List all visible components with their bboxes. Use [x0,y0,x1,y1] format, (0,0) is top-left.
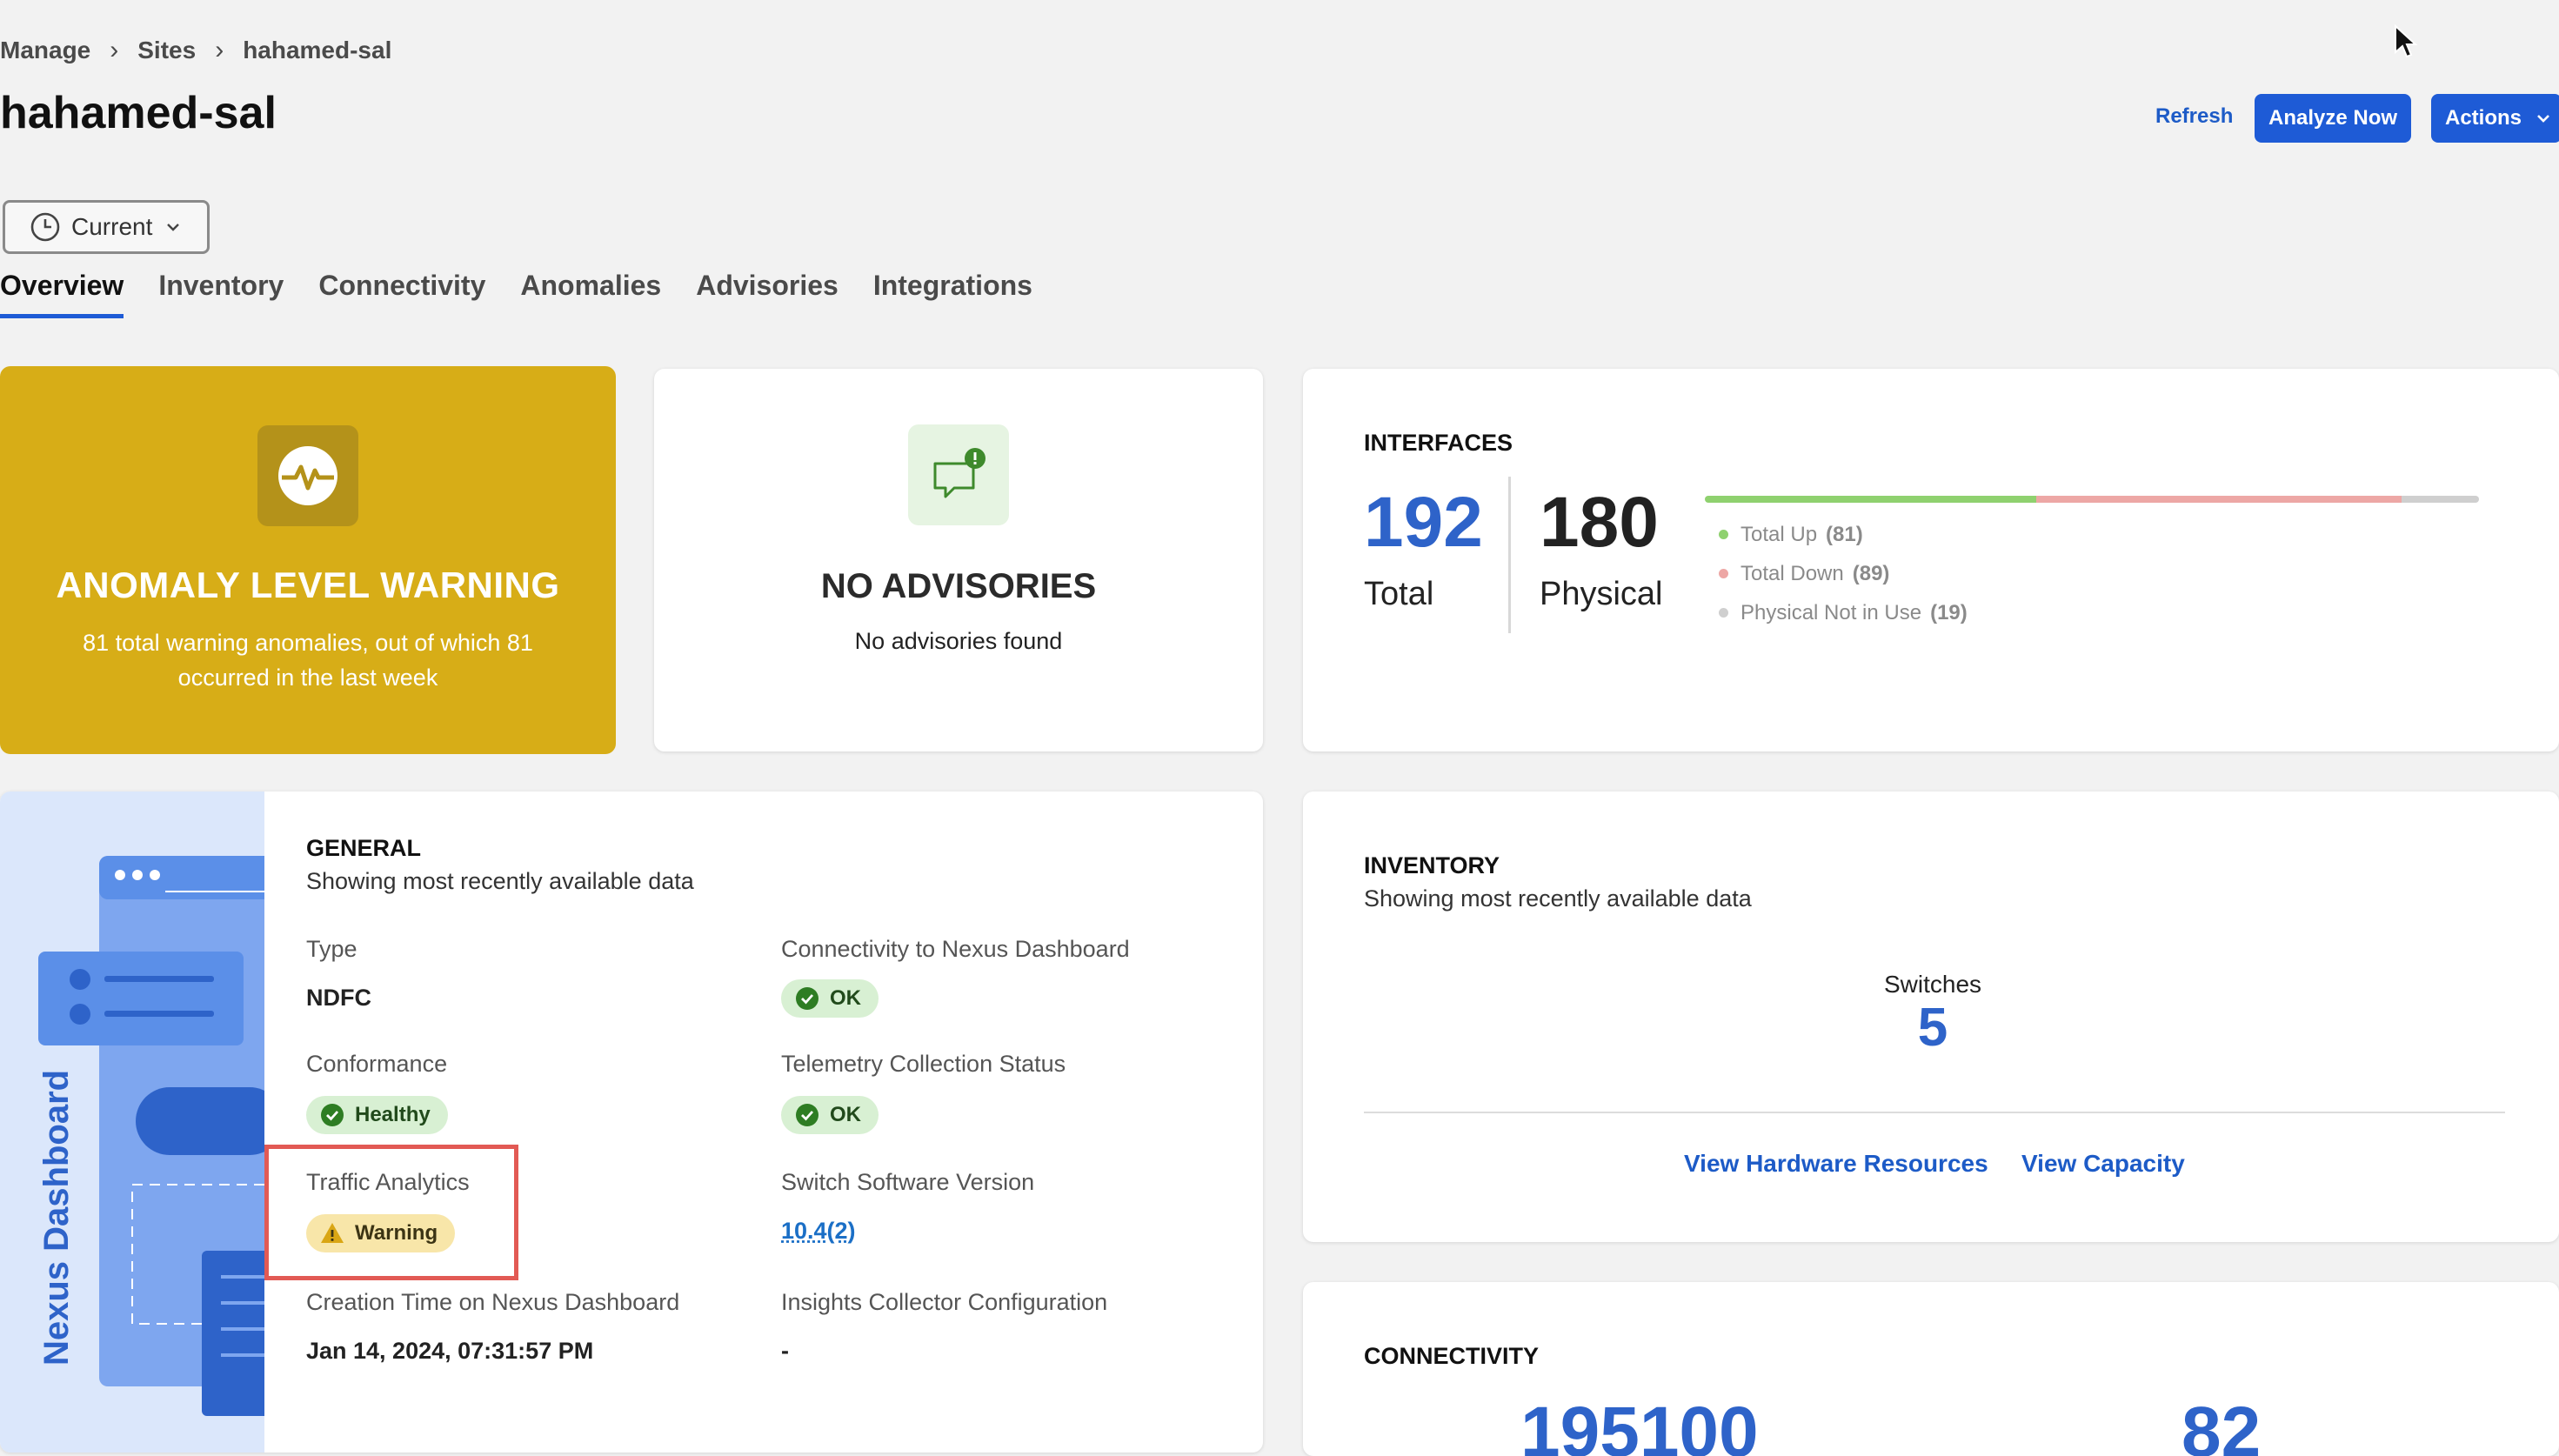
creation-time-label: Creation Time on Nexus Dashboard [306,1289,679,1316]
highlight-box [264,1145,518,1280]
bar-segment-down [2036,496,2401,503]
tab-anomalies[interactable]: Anomalies [520,270,661,318]
connectivity-card: CONNECTIVITY 195100 82 [1303,1282,2559,1456]
analyze-now-button[interactable]: Analyze Now [2255,94,2411,143]
conformance-label: Conformance [306,1051,447,1078]
telemetry-status-text: OK [830,1103,861,1127]
connectivity-title: CONNECTIVITY [1364,1343,1539,1370]
type-label: Type [306,936,357,963]
connectivity-status-text: OK [830,986,861,1011]
divider [1364,1112,2505,1113]
connectivity-label: Connectivity to Nexus Dashboard [781,936,1130,963]
type-value: NDFC [306,985,371,1012]
time-range-select[interactable]: Current [3,200,210,254]
tab-advisories[interactable]: Advisories [696,270,839,318]
interfaces-legend: Total Up (81) Total Down (89) Physical Not… [1740,515,1968,632]
chevron-right-icon: › [110,36,118,65]
anomaly-title: ANOMALY LEVEL WARNING [0,564,616,606]
connectivity-value[interactable]: 82 [2181,1392,2261,1456]
refresh-button[interactable]: Refresh [2155,104,2233,129]
conformance-status-text: Healthy [355,1103,431,1127]
advisories-card[interactable]: NO ADVISORIES No advisories found [654,369,1263,751]
software-version-link[interactable]: 10.4(2) [781,1218,856,1245]
view-capacity-link[interactable]: View Capacity [2021,1150,2185,1178]
inventory-title: INVENTORY [1364,852,1500,879]
legend-count: (81) [1826,515,1863,554]
legend-count: (19) [1930,593,1968,632]
anomaly-level-card[interactable]: ANOMALY LEVEL WARNING 81 total warning a… [0,366,616,754]
inventory-subtitle: Showing most recently available data [1364,885,1752,912]
telemetry-label: Telemetry Collection Status [781,1051,1066,1078]
legend-label: Total Up [1741,515,1817,554]
chevron-right-icon: › [215,36,224,65]
software-version-label: Switch Software Version [781,1169,1034,1196]
bar-segment-unused [2402,496,2479,503]
tab-overview[interactable]: Overview [0,270,124,318]
legend-dot [1719,569,1728,578]
legend-dot [1719,608,1728,618]
tab-inventory[interactable]: Inventory [158,270,284,318]
illustration-label: Nexus Dashboard [37,1070,76,1366]
actions-label: Actions [2445,106,2522,130]
connectivity-value[interactable]: 195100 [1520,1392,1759,1456]
interfaces-card: INTERFACES 192 Total 180 Physical Total … [1303,369,2559,751]
check-circle-icon [795,1103,819,1127]
breadcrumb: Manage › Sites › hahamed-sal [0,33,391,68]
anomaly-description: 81 total warning anomalies, out of which… [61,625,555,695]
general-title: GENERAL [306,835,421,862]
nexus-dashboard-illustration: Nexus Dashboard [0,791,264,1453]
pulse-icon [257,425,358,526]
legend-dot [1719,530,1728,539]
chevron-down-icon [2534,109,2553,128]
conformance-status-badge: Healthy [306,1096,448,1134]
mouse-cursor-icon [2394,24,2418,59]
legend-item-unused: Physical Not in Use (19) [1740,593,1968,632]
breadcrumb-current: hahamed-sal [243,37,391,64]
check-circle-icon [320,1103,344,1127]
interfaces-physical-value: 180 [1540,482,1659,564]
interfaces-status-bar [1705,496,2479,503]
general-subtitle: Showing most recently available data [306,868,694,895]
switches-label: Switches [1303,971,2559,998]
chat-alert-icon [908,424,1009,525]
view-hardware-resources-link[interactable]: View Hardware Resources [1684,1150,1988,1178]
interfaces-physical-label: Physical [1540,576,1663,613]
clock-icon [30,211,61,243]
legend-label: Physical Not in Use [1741,593,1921,632]
collector-config-label: Insights Collector Configuration [781,1289,1107,1316]
collector-config-value: - [781,1338,789,1365]
legend-count: (89) [1853,554,1890,593]
legend-label: Total Down [1741,554,1844,593]
telemetry-status-badge: OK [781,1096,879,1134]
actions-button[interactable]: Actions [2431,94,2559,143]
inventory-card: INVENTORY Showing most recently availabl… [1303,791,2559,1242]
tab-bar: Overview Inventory Connectivity Anomalie… [0,270,1067,318]
connectivity-status-badge: OK [781,979,879,1018]
tab-connectivity[interactable]: Connectivity [318,270,485,318]
bar-segment-up [1705,496,2036,503]
general-card: Nexus Dashboard GENERAL Showing most rec… [0,791,1263,1453]
tab-integrations[interactable]: Integrations [873,270,1032,318]
time-range-value: Current [71,213,152,241]
advisories-description: No advisories found [654,628,1263,655]
divider [1508,477,1511,633]
breadcrumb-manage[interactable]: Manage [0,37,90,64]
legend-item-down: Total Down (89) [1740,554,1968,593]
check-circle-icon [795,986,819,1011]
breadcrumb-sites[interactable]: Sites [137,37,196,64]
interfaces-total-value[interactable]: 192 [1364,482,1483,564]
creation-time-value: Jan 14, 2024, 07:31:57 PM [306,1338,593,1365]
interfaces-title: INTERFACES [1364,430,1513,457]
advisories-title: NO ADVISORIES [654,567,1263,606]
legend-item-up: Total Up (81) [1740,515,1968,554]
chevron-down-icon [164,218,182,236]
interfaces-total-label: Total [1364,576,1433,613]
switches-count[interactable]: 5 [1303,997,2559,1059]
page-title: hahamed-sal [0,87,277,139]
